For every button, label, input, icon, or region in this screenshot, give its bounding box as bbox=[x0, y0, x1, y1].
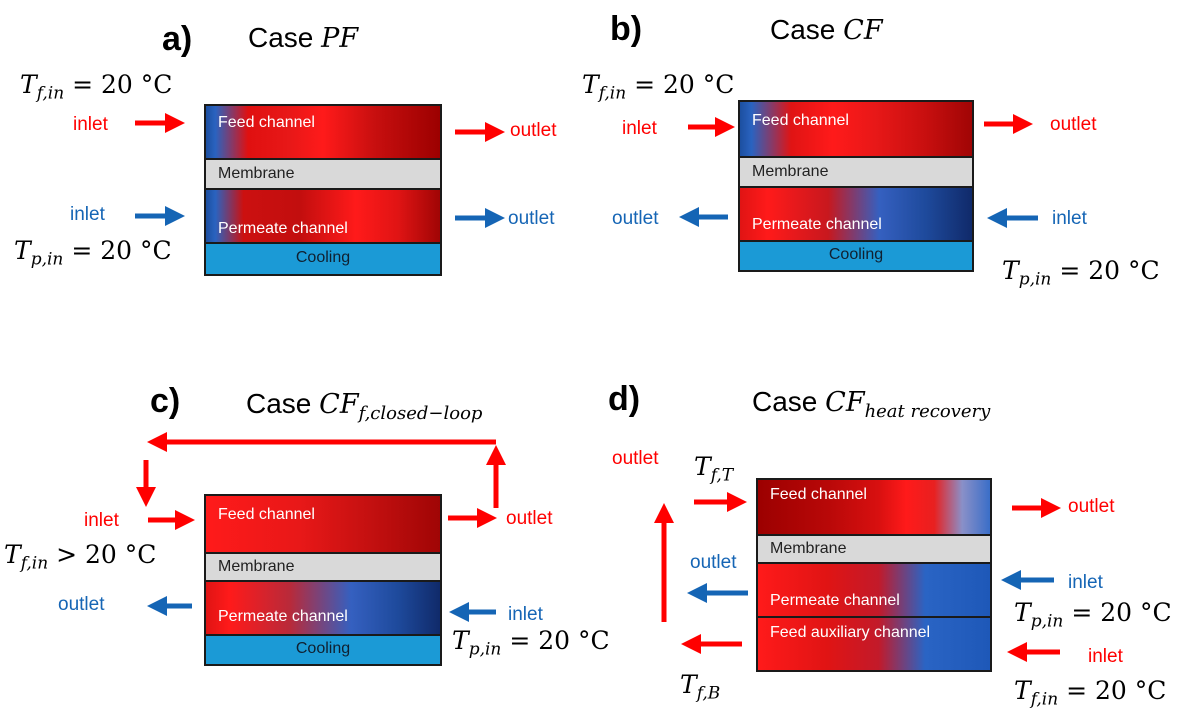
feed-inlet-label: inlet bbox=[84, 510, 119, 531]
feed-top-temperature: Tf,T bbox=[694, 452, 734, 486]
panel-d-title: Case CFheat recovery bbox=[752, 386, 990, 422]
feed-outlet-label: outlet bbox=[1068, 496, 1115, 517]
auxiliary-inlet-label: inlet bbox=[1088, 646, 1123, 667]
membrane: Membrane bbox=[206, 554, 440, 582]
permeate-outlet-label: outlet bbox=[58, 594, 105, 615]
feed-channel: Feed channel bbox=[740, 102, 972, 158]
permeate-channel: Permeate channel bbox=[206, 190, 440, 244]
permeate-inlet-temperature: Tp,in = 20 °C bbox=[14, 236, 172, 270]
feed-inlet-label: inlet bbox=[622, 118, 657, 139]
case-prefix: Case bbox=[770, 14, 836, 45]
module-a: Feed channel Membrane Permeate channel C… bbox=[204, 104, 442, 276]
feed-inlet-temperature: Tf,in = 20 °C bbox=[20, 70, 173, 104]
feed-channel: Feed channel bbox=[206, 496, 440, 554]
cooling-layer: Cooling bbox=[740, 242, 972, 270]
panel-a-label: a) bbox=[162, 20, 193, 58]
feed-inlet-label: inlet bbox=[73, 114, 108, 135]
case-subscript: heat recovery bbox=[864, 400, 991, 422]
panel-d-label: d) bbox=[608, 380, 641, 418]
permeate-inlet-label: inlet bbox=[70, 204, 105, 225]
permeate-inlet-label: inlet bbox=[1068, 572, 1103, 593]
permeate-outlet-label: outlet bbox=[612, 208, 659, 229]
panel-c-label: c) bbox=[150, 382, 181, 420]
module-c: Feed channel Membrane Permeate channel C… bbox=[204, 494, 442, 666]
permeate-inlet-temperature: Tp,in = 20 °C bbox=[452, 626, 610, 660]
panel-b-label: b) bbox=[610, 10, 643, 48]
case-name: CF bbox=[843, 15, 883, 46]
feed-auxiliary-channel: Feed auxiliary channel bbox=[758, 618, 990, 670]
feed-channel: Feed channel bbox=[758, 480, 990, 536]
panel-a-title: Case PF bbox=[248, 22, 358, 54]
panel-b-title: Case CF bbox=[770, 14, 883, 46]
case-subscript: f,closed−loop bbox=[358, 402, 483, 424]
feed-outlet-label: outlet bbox=[506, 508, 553, 529]
permeate-inlet-label: inlet bbox=[508, 604, 543, 625]
cooling-layer: Cooling bbox=[206, 636, 440, 664]
permeate-outlet-label: outlet bbox=[690, 552, 737, 573]
membrane: Membrane bbox=[758, 536, 990, 564]
case-prefix: Case bbox=[246, 388, 312, 419]
module-b: Feed channel Membrane Permeate channel C… bbox=[738, 100, 974, 272]
case-prefix: Case bbox=[752, 386, 818, 417]
cooling-layer: Cooling bbox=[206, 244, 440, 274]
feed-inlet-temperature: Tf,in > 20 °C bbox=[4, 540, 157, 574]
case-name: CF bbox=[319, 389, 359, 420]
membrane: Membrane bbox=[206, 160, 440, 190]
panel-c-title: Case CFf,closed−loop bbox=[246, 388, 482, 424]
permeate-inlet-temperature: Tp,in = 20 °C bbox=[1002, 256, 1160, 290]
case-prefix: Case bbox=[248, 22, 314, 53]
feed-inlet-temperature: Tf,in = 20 °C bbox=[582, 70, 735, 104]
permeate-channel: Permeate channel bbox=[206, 582, 440, 636]
case-name: PF bbox=[321, 23, 359, 54]
recirculation-outlet-label: outlet bbox=[612, 448, 659, 469]
feed-channel: Feed channel bbox=[206, 106, 440, 160]
feed-bottom-temperature: Tf,B bbox=[680, 670, 721, 704]
permeate-inlet-temperature: Tp,in = 20 °C bbox=[1014, 598, 1172, 632]
membrane: Membrane bbox=[740, 158, 972, 188]
permeate-channel: Permeate channel bbox=[758, 564, 990, 618]
case-name: CF bbox=[825, 387, 865, 418]
permeate-outlet-label: outlet bbox=[508, 208, 555, 229]
feed-outlet-label: outlet bbox=[1050, 114, 1097, 135]
feed-outlet-label: outlet bbox=[510, 120, 557, 141]
permeate-inlet-label: inlet bbox=[1052, 208, 1087, 229]
auxiliary-inlet-temperature: Tf,in = 20 °C bbox=[1014, 676, 1167, 709]
permeate-channel: Permeate channel bbox=[740, 188, 972, 242]
module-d: Feed channel Membrane Permeate channel F… bbox=[756, 478, 992, 672]
